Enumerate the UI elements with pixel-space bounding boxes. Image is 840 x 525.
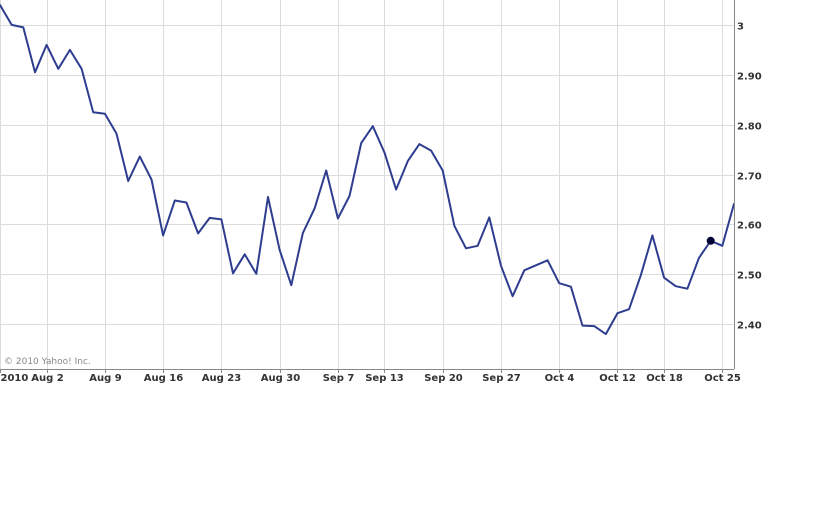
x-tick-label: Aug 23 bbox=[202, 373, 241, 384]
x-tick-label: Oct 4 bbox=[545, 373, 575, 384]
price-series-line bbox=[0, 4, 735, 336]
x-tick-label: Sep 20 bbox=[424, 373, 463, 384]
y-tick-label: 2.50 bbox=[737, 271, 762, 282]
y-tick-label: 2.40 bbox=[737, 321, 762, 332]
x-tick-label: Sep 27 bbox=[482, 373, 521, 384]
y-tick-label: 2.70 bbox=[737, 172, 762, 183]
x-tick-label: Oct 12 bbox=[599, 373, 636, 384]
copyright-text: © 2010 Yahoo! Inc. bbox=[4, 357, 91, 367]
y-axis: 3 2.90 2.80 2.70 2.60 2.50 2.40 bbox=[734, 0, 762, 369]
x-tick-label: Oct 18 bbox=[646, 373, 683, 384]
x-tick-label: Aug 30 bbox=[261, 373, 300, 384]
x-tick-label: Aug 9 bbox=[89, 373, 121, 384]
y-tick-label: 2.80 bbox=[737, 122, 762, 133]
x-tick-label: Aug 16 bbox=[144, 373, 183, 384]
grid bbox=[0, 0, 734, 369]
x-tick-label: 2010 bbox=[1, 373, 29, 384]
y-tick-label: 2.60 bbox=[737, 221, 762, 232]
x-tick-label: Sep 13 bbox=[365, 373, 404, 384]
plot-area bbox=[0, 4, 735, 336]
y-tick-label: 3 bbox=[737, 22, 744, 33]
x-axis: 2010 Aug 2 Aug 9 Aug 16 Aug 23 Aug 30 Sep 7 Sep… bbox=[0, 369, 741, 384]
x-tick-label: Sep 7 bbox=[323, 373, 355, 384]
x-tick-label: Oct 25 bbox=[704, 373, 741, 384]
x-tick-label: Aug 2 bbox=[31, 373, 63, 384]
current-point-marker bbox=[706, 236, 715, 245]
y-tick-label: 2.90 bbox=[737, 72, 762, 83]
